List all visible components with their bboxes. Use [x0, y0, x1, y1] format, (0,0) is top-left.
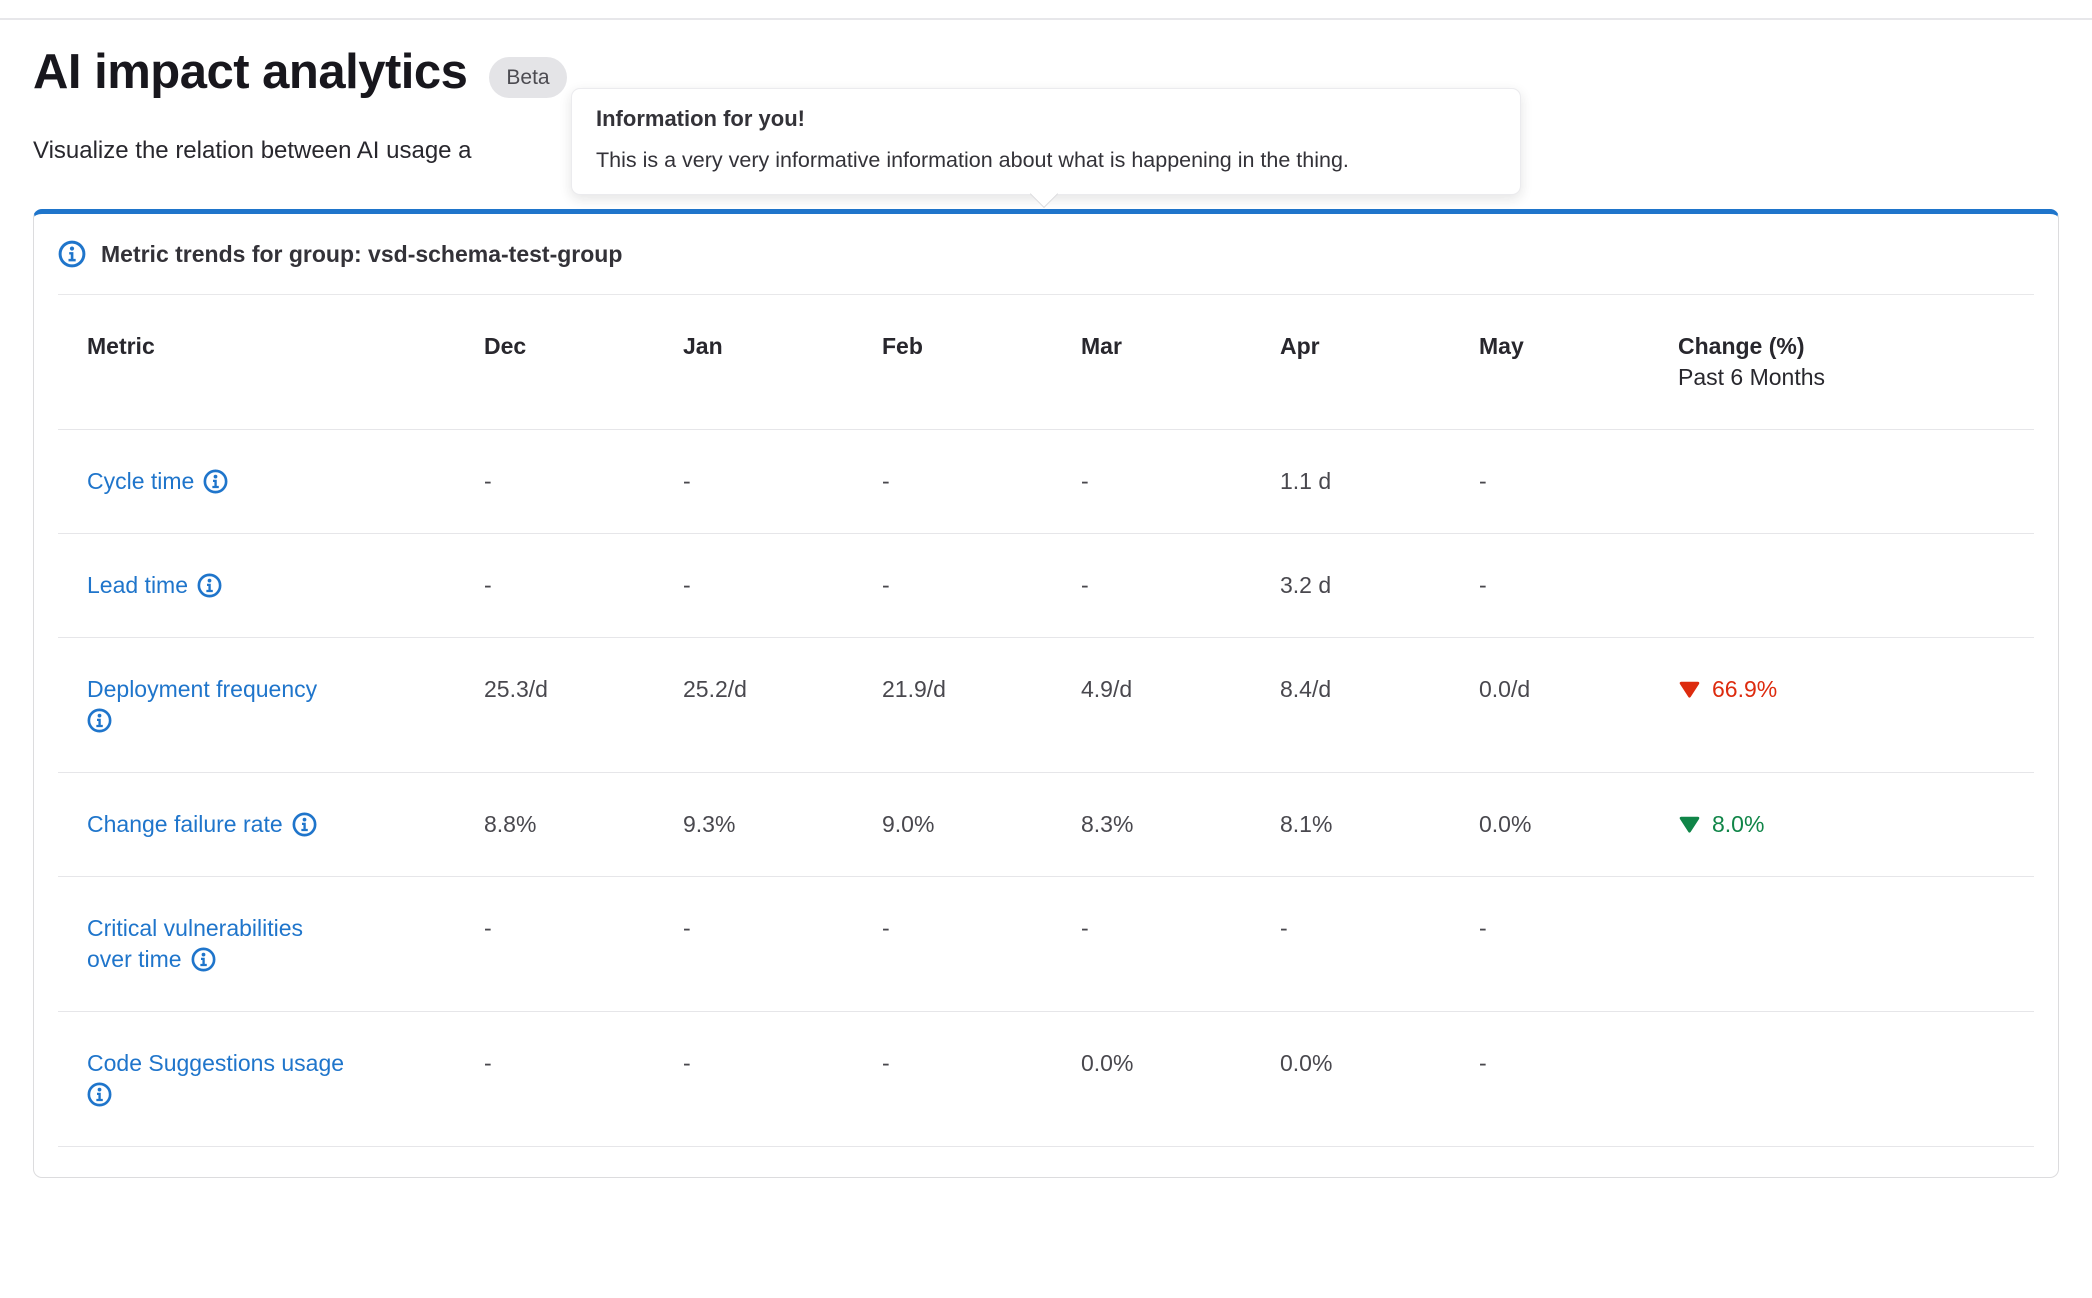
table-row: Critical vulnerabilities over time - - - - - - [58, 876, 2034, 1012]
table-header-row: Metric Dec Jan Feb Mar Apr May Change (%) Past 6… [58, 295, 2034, 430]
metric-value-cell: 3.2 d [1280, 533, 1479, 638]
metric-trends-table-wrap: Metric Dec Jan Feb Mar Apr May Change (%) Past 6… [34, 295, 2058, 1147]
metric-value-cell: - [683, 876, 882, 1012]
card-title: Metric trends for group: vsd-schema-test… [101, 240, 623, 267]
metric-value-cell: 0.0/d [1479, 637, 1678, 773]
metric-value-cell: 8.1% [1280, 772, 1479, 877]
ai-impact-analytics-page: AI impact analytics Beta Visualize the r… [33, 40, 2059, 1178]
table-row: Deployment frequency 25.3/d 25.2/d 21.9/d 4.… [58, 637, 2034, 773]
metric-link[interactable]: Deployment frequency [87, 674, 464, 736]
metric-name-cell: Code Suggestions usage [58, 1011, 484, 1147]
change-cell [1678, 533, 2034, 638]
metric-value-cell: 0.0% [1280, 1011, 1479, 1147]
metric-value-cell: - [1479, 533, 1678, 638]
metric-name-cell: Critical vulnerabilities over time [58, 876, 484, 1012]
col-header-feb: Feb [882, 295, 1081, 430]
info-tooltip: Information for you! This is a very very… [571, 88, 1521, 209]
metric-value-cell: 4.9/d [1081, 637, 1280, 773]
metric-trends-card: Metric trends for group: vsd-schema-test… [33, 209, 2059, 1178]
metric-link[interactable]: Code Suggestions usage [87, 1048, 464, 1110]
page-title: AI impact analytics [33, 45, 468, 99]
metric-link[interactable]: Lead time [87, 570, 464, 601]
info-icon[interactable] [87, 708, 112, 733]
tooltip-title: Information for you! [596, 106, 805, 131]
metric-name-cell: Lead time [58, 533, 484, 638]
page-title-row: AI impact analytics Beta [33, 40, 2059, 104]
metric-value-cell: - [1081, 876, 1280, 1012]
metric-value-cell: 0.0% [1479, 772, 1678, 877]
change-header-line1: Change (%) [1678, 333, 1805, 359]
metric-value-cell: - [1280, 876, 1479, 1012]
change-cell: 8.0% [1678, 772, 2034, 877]
metric-value-cell: - [484, 429, 683, 534]
change-cell: 66.9% [1678, 637, 2034, 773]
info-icon[interactable] [87, 1082, 112, 1107]
metric-value-cell: - [882, 1011, 1081, 1147]
change-cell [1678, 429, 2034, 534]
metric-value-cell: 9.0% [882, 772, 1081, 877]
card-header: Metric trends for group: vsd-schema-test… [58, 214, 2034, 295]
metric-link[interactable]: Cycle time [87, 466, 464, 497]
col-header-metric: Metric [58, 295, 484, 430]
triangle-down-icon [1679, 816, 1700, 833]
metric-value-cell: 0.0% [1081, 1011, 1280, 1147]
col-header-apr: Apr [1280, 295, 1479, 430]
info-icon[interactable] [191, 947, 216, 972]
metric-value-cell: 25.3/d [484, 637, 683, 773]
metric-value-cell: 9.3% [683, 772, 882, 877]
metric-value-cell: - [882, 533, 1081, 638]
triangle-down-icon [1679, 681, 1700, 698]
col-header-may: May [1479, 295, 1678, 430]
metric-name-cell: Deployment frequency [58, 637, 484, 773]
change-cell [1678, 1011, 2034, 1147]
change-value: 8.0% [1678, 811, 1764, 837]
info-icon[interactable] [203, 469, 228, 494]
change-header-line2: Past 6 Months [1678, 364, 1826, 390]
metric-value-cell: - [1479, 429, 1678, 534]
table-row: Cycle time - - - -1.1 d- [58, 429, 2034, 534]
page-top-divider [0, 18, 2092, 20]
info-icon[interactable] [292, 812, 317, 837]
metric-value-cell: 8.4/d [1280, 637, 1479, 773]
metric-value-cell: 25.2/d [683, 637, 882, 773]
metric-value-cell: 1.1 d [1280, 429, 1479, 534]
col-header-change: Change (%) Past 6 Months [1678, 295, 2034, 430]
beta-badge: Beta [489, 56, 567, 98]
info-icon[interactable] [58, 240, 86, 268]
metric-link[interactable]: Change failure rate [87, 809, 464, 840]
metric-name-cell: Change failure rate [58, 772, 484, 877]
col-header-jan: Jan [683, 295, 882, 430]
metric-value-cell: - [1081, 429, 1280, 534]
metric-value-cell: - [484, 1011, 683, 1147]
metric-value-cell: - [1081, 533, 1280, 638]
metric-value-cell: - [1479, 1011, 1678, 1147]
metric-link[interactable]: Critical vulnerabilities over time [87, 915, 304, 972]
col-header-mar: Mar [1081, 295, 1280, 430]
metric-value-cell: - [484, 876, 683, 1012]
metric-value-cell: - [1479, 876, 1678, 1012]
metric-value-cell: 8.3% [1081, 772, 1280, 877]
table-row: Code Suggestions usage - - -0.0% 0.0% - [58, 1011, 2034, 1147]
metric-value-cell: - [683, 533, 882, 638]
table-row: Change failure rate 8.8% 9.3% 9.0% 8.3% 8.1% 0… [58, 772, 2034, 877]
info-icon[interactable] [197, 573, 222, 598]
change-value: 66.9% [1678, 676, 1777, 702]
col-header-dec: Dec [484, 295, 683, 430]
metric-name-cell: Cycle time [58, 429, 484, 534]
metric-value-cell: - [683, 1011, 882, 1147]
page-subtitle: Visualize the relation between AI usage … [33, 137, 472, 164]
metric-value-cell: - [882, 429, 1081, 534]
metric-value-cell: - [882, 876, 1081, 1012]
metric-value-cell: 21.9/d [882, 637, 1081, 773]
change-cell [1678, 876, 2034, 1012]
metric-value-cell: 8.8% [484, 772, 683, 877]
metric-value-cell: - [683, 429, 882, 534]
table-row: Lead time - - - -3.2 d- [58, 533, 2034, 638]
metric-value-cell: - [484, 533, 683, 638]
metric-trends-table: Metric Dec Jan Feb Mar Apr May Change (%) Past 6… [58, 295, 2034, 1147]
tooltip-body: This is a very very informative informat… [596, 148, 1349, 172]
